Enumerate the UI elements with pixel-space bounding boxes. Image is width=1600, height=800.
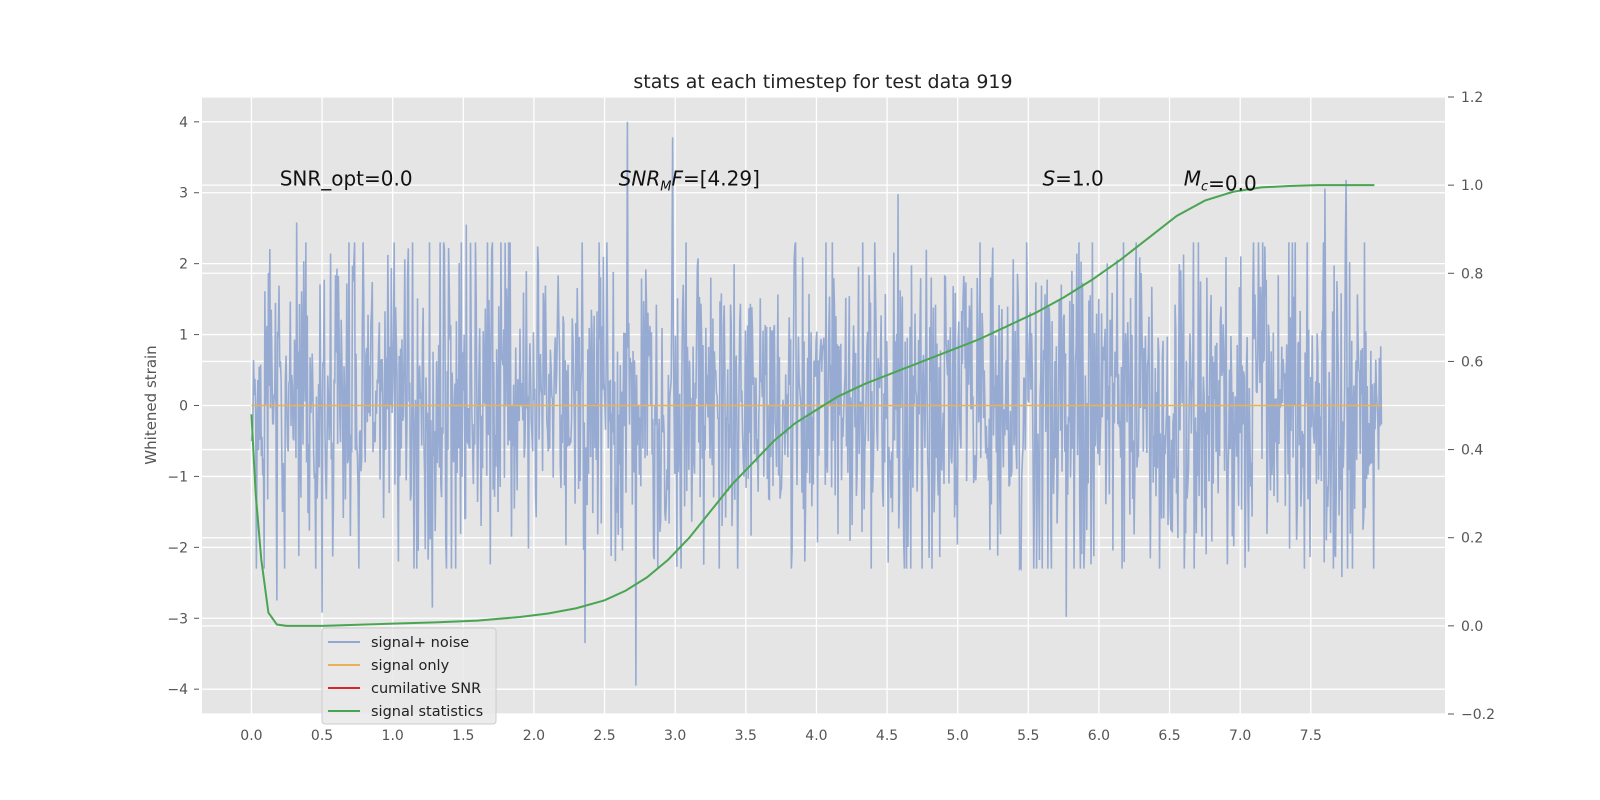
y-axis-label: Whitened strain [142,345,160,464]
signal-statistics-line [250,184,1375,627]
y2-tick-label: 1.2 [1461,90,1483,106]
annotation-value: =1.0 [1055,167,1104,191]
y2-tick-label: 0.8 [1461,266,1483,282]
y2-tick-label: 0.4 [1461,443,1483,459]
annotation-text: Mc=0.0 [1184,167,1257,196]
annotation-value: =0.0 [1208,172,1257,196]
annotation-label: S [1042,167,1055,191]
y-tick-label: −2 [167,540,188,556]
x-tick-label: 7.5 [1300,728,1322,744]
series-signal-noise [250,121,1383,686]
annotation-text: SNR_opt=0.0 [280,167,413,191]
signal-noise-line [250,121,1383,686]
annotation-text: S=1.0 [1042,167,1103,191]
x-tick-label: 4.0 [805,728,827,744]
annotation-tail: F [671,167,683,191]
x-tick-label: 0.0 [240,728,262,744]
x-tick-label: 0.5 [311,728,333,744]
x-tick-label: 5.5 [1017,728,1039,744]
legend: signal+ noise signal only cumilative SNR si… [321,627,497,725]
annotation-subscript: c [1201,180,1208,195]
annotation-text: SNRMF=[4.29] [619,167,760,195]
y-axis-ticks: −4 −3 −2 −1 0 1 2 3 4 [167,115,199,698]
series-signal-statistics [250,184,1375,627]
y-tick-label: 0 [179,399,188,415]
legend-label: signal only [371,658,450,674]
annotation-value: =[4.29] [683,167,760,191]
annotation-label: SNR [619,167,661,191]
y-tick-label: −4 [167,682,188,698]
y2-tick-label: 0.6 [1461,354,1483,370]
annotation-value: =0.0 [364,167,413,191]
y-tick-label: 2 [179,257,188,273]
y-tick-label: 1 [179,328,188,344]
x-tick-label: 7.0 [1229,728,1251,744]
chart-title: stats at each timestep for test data 919 [633,71,1012,93]
legend-label: signal+ noise [371,635,469,651]
legend-box [321,627,497,725]
y-tick-label: 4 [179,115,188,131]
x-tick-label: 1.5 [452,728,474,744]
x-tick-label: 5.0 [947,728,969,744]
annotation-label: M [1184,167,1201,191]
x-tick-label: 6.0 [1088,728,1110,744]
annotations: SNR_opt=0.0 SNRMF=[4.29] S=1.0 Mc=0.0 [280,167,1257,196]
annotation-subscript: M [660,180,671,195]
legend-label: cumilative SNR [371,681,481,697]
y2-tick-label: 1.0 [1461,178,1483,194]
x-tick-label: 3.0 [664,728,686,744]
y2-tick-label: 0.2 [1461,531,1483,547]
y-tick-label: −3 [167,611,188,627]
y-tick-label: 3 [179,186,188,202]
annotation-label: SNR_opt [280,167,364,191]
x-axis-ticks: 0.0 0.5 1.0 1.5 2.0 2.5 3.0 3.5 4.0 4.5 5.0 5.5 6.0 6… [240,728,1322,744]
y2-tick-label: 0.0 [1461,619,1483,635]
x-tick-label: 2.0 [523,728,545,744]
x-tick-label: 6.5 [1158,728,1180,744]
x-tick-label: 2.5 [593,728,615,744]
y-tick-label: −1 [167,469,188,485]
y2-tick-label: −0.2 [1461,707,1495,723]
x-tick-label: 4.5 [876,728,898,744]
legend-label: signal statistics [371,704,483,720]
y2-axis-ticks: −0.2 0.0 0.2 0.4 0.6 0.8 1.0 1.2 [1448,90,1495,723]
x-tick-label: 1.0 [382,728,404,744]
x-tick-label: 3.5 [735,728,757,744]
